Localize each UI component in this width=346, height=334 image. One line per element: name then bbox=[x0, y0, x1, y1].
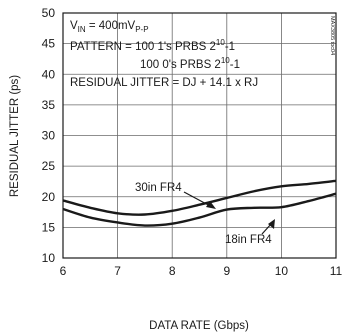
y-tick-label: 50 bbox=[42, 6, 56, 20]
side-code-label: MAX3805 toc04 bbox=[329, 16, 335, 55]
x-tick-label: 6 bbox=[60, 264, 67, 278]
series-callouts: 30in FR4 18in FR4 bbox=[135, 182, 275, 246]
y-tick-labels: 10 15 20 25 30 35 40 45 50 bbox=[42, 6, 56, 265]
y-tick-label: 40 bbox=[42, 67, 56, 81]
arrow-30in-line bbox=[183, 191, 213, 208]
arrow-30in-head bbox=[206, 201, 216, 209]
series-line-30in-fr4 bbox=[62, 179, 337, 216]
x-axis-title: DATA RATE (Gbps) bbox=[149, 320, 249, 332]
y-tick-label: 30 bbox=[42, 129, 56, 143]
x-tick-label: 11 bbox=[330, 264, 343, 278]
pattern-annotation-line2: 100 0's PRBS 210-1 bbox=[140, 56, 240, 71]
x-tick-label: 7 bbox=[114, 264, 121, 278]
x-tick-label: 8 bbox=[169, 264, 176, 278]
x-tick-labels: 6 7 8 9 10 11 bbox=[60, 264, 343, 278]
plot-frame bbox=[62, 12, 337, 259]
x-tick-label: 9 bbox=[223, 264, 230, 278]
series-layer bbox=[62, 179, 337, 227]
y-tick-label: 10 bbox=[42, 251, 56, 265]
pattern-annotation-line1: PATTERN = 100 1's PRBS 210-1 bbox=[70, 38, 235, 53]
series-line-18in-fr4 bbox=[62, 192, 337, 227]
x-tick-label: 10 bbox=[275, 264, 289, 278]
label-30in-fr4: 30in FR4 bbox=[135, 182, 182, 194]
annotation-block: VIN = 400mVP-P PATTERN = 100 1's PRBS 21… bbox=[70, 16, 335, 89]
residual-formula-annotation: RESIDUAL JITTER = DJ + 14.1 x RJ bbox=[70, 77, 258, 89]
y-axis-title: RESIDUAL JITTER (ps) bbox=[9, 75, 21, 197]
y-tick-label: 20 bbox=[42, 190, 56, 204]
y-tick-label: 45 bbox=[42, 37, 56, 51]
label-18in-fr4: 18in FR4 bbox=[225, 234, 272, 246]
y-tick-label: 15 bbox=[42, 220, 56, 234]
y-tick-label: 25 bbox=[42, 159, 56, 173]
vin-annotation: VIN = 400mVP-P bbox=[70, 20, 149, 34]
y-tick-label: 35 bbox=[42, 98, 56, 112]
arrow-18in-head bbox=[268, 219, 275, 229]
